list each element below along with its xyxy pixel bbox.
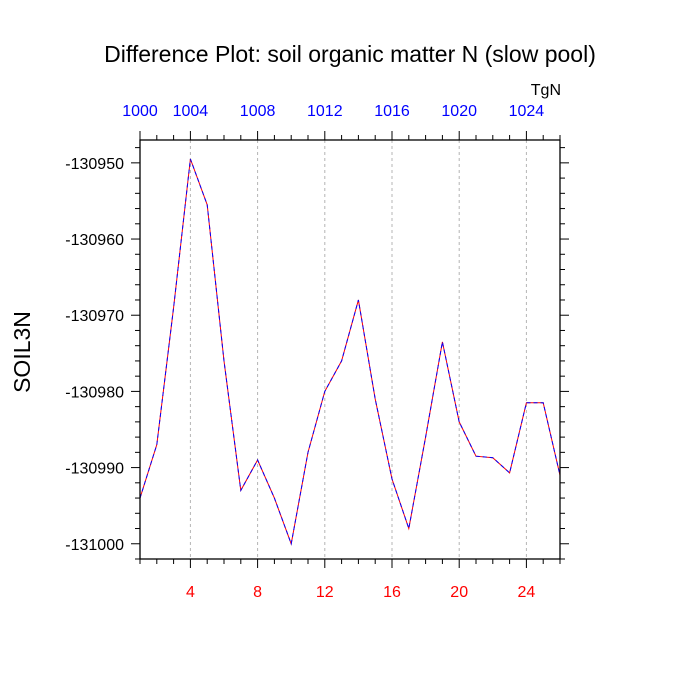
y-tick-label: -131000 bbox=[65, 537, 124, 554]
tick-labels: 4 8 12 16 20 24 1000 1004 1008 1012 1016 1020 1024 -1… bbox=[65, 103, 544, 601]
top-tick-label: 1004 bbox=[173, 103, 209, 120]
top-tick-label: 1020 bbox=[441, 103, 477, 120]
x-tick-label: 12 bbox=[316, 584, 334, 601]
y-tick-label: -130960 bbox=[65, 232, 124, 249]
y-tick-label: -130990 bbox=[65, 461, 124, 478]
x-tick-label: 4 bbox=[186, 584, 195, 601]
x-tick-label: 8 bbox=[253, 584, 262, 601]
x-tick-label: 20 bbox=[450, 584, 468, 601]
grid-lines bbox=[189, 140, 527, 559]
y-axis-label: SOIL3N bbox=[9, 311, 35, 393]
top-tick-label: 1000 bbox=[122, 103, 158, 120]
data-series bbox=[139, 158, 561, 546]
series-line-series-red bbox=[139, 158, 561, 546]
top-tick-label: 1008 bbox=[240, 103, 276, 120]
y-tick-label: -130980 bbox=[65, 384, 124, 401]
top-tick-label: 1012 bbox=[307, 103, 343, 120]
top-axis-unit: TgN bbox=[531, 82, 561, 99]
x-tick-label: 24 bbox=[518, 584, 536, 601]
top-tick-label: 1024 bbox=[509, 103, 545, 120]
y-tick-label: -130950 bbox=[65, 156, 124, 173]
axis-ticks bbox=[131, 131, 569, 568]
y-tick-label: -130970 bbox=[65, 308, 124, 325]
series-line-series-blue bbox=[139, 158, 561, 546]
chart-title: Difference Plot: soil organic matter N (… bbox=[104, 41, 596, 67]
plot-frame bbox=[139, 139, 561, 560]
x-tick-label: 16 bbox=[383, 584, 401, 601]
top-tick-label: 1016 bbox=[374, 103, 410, 120]
